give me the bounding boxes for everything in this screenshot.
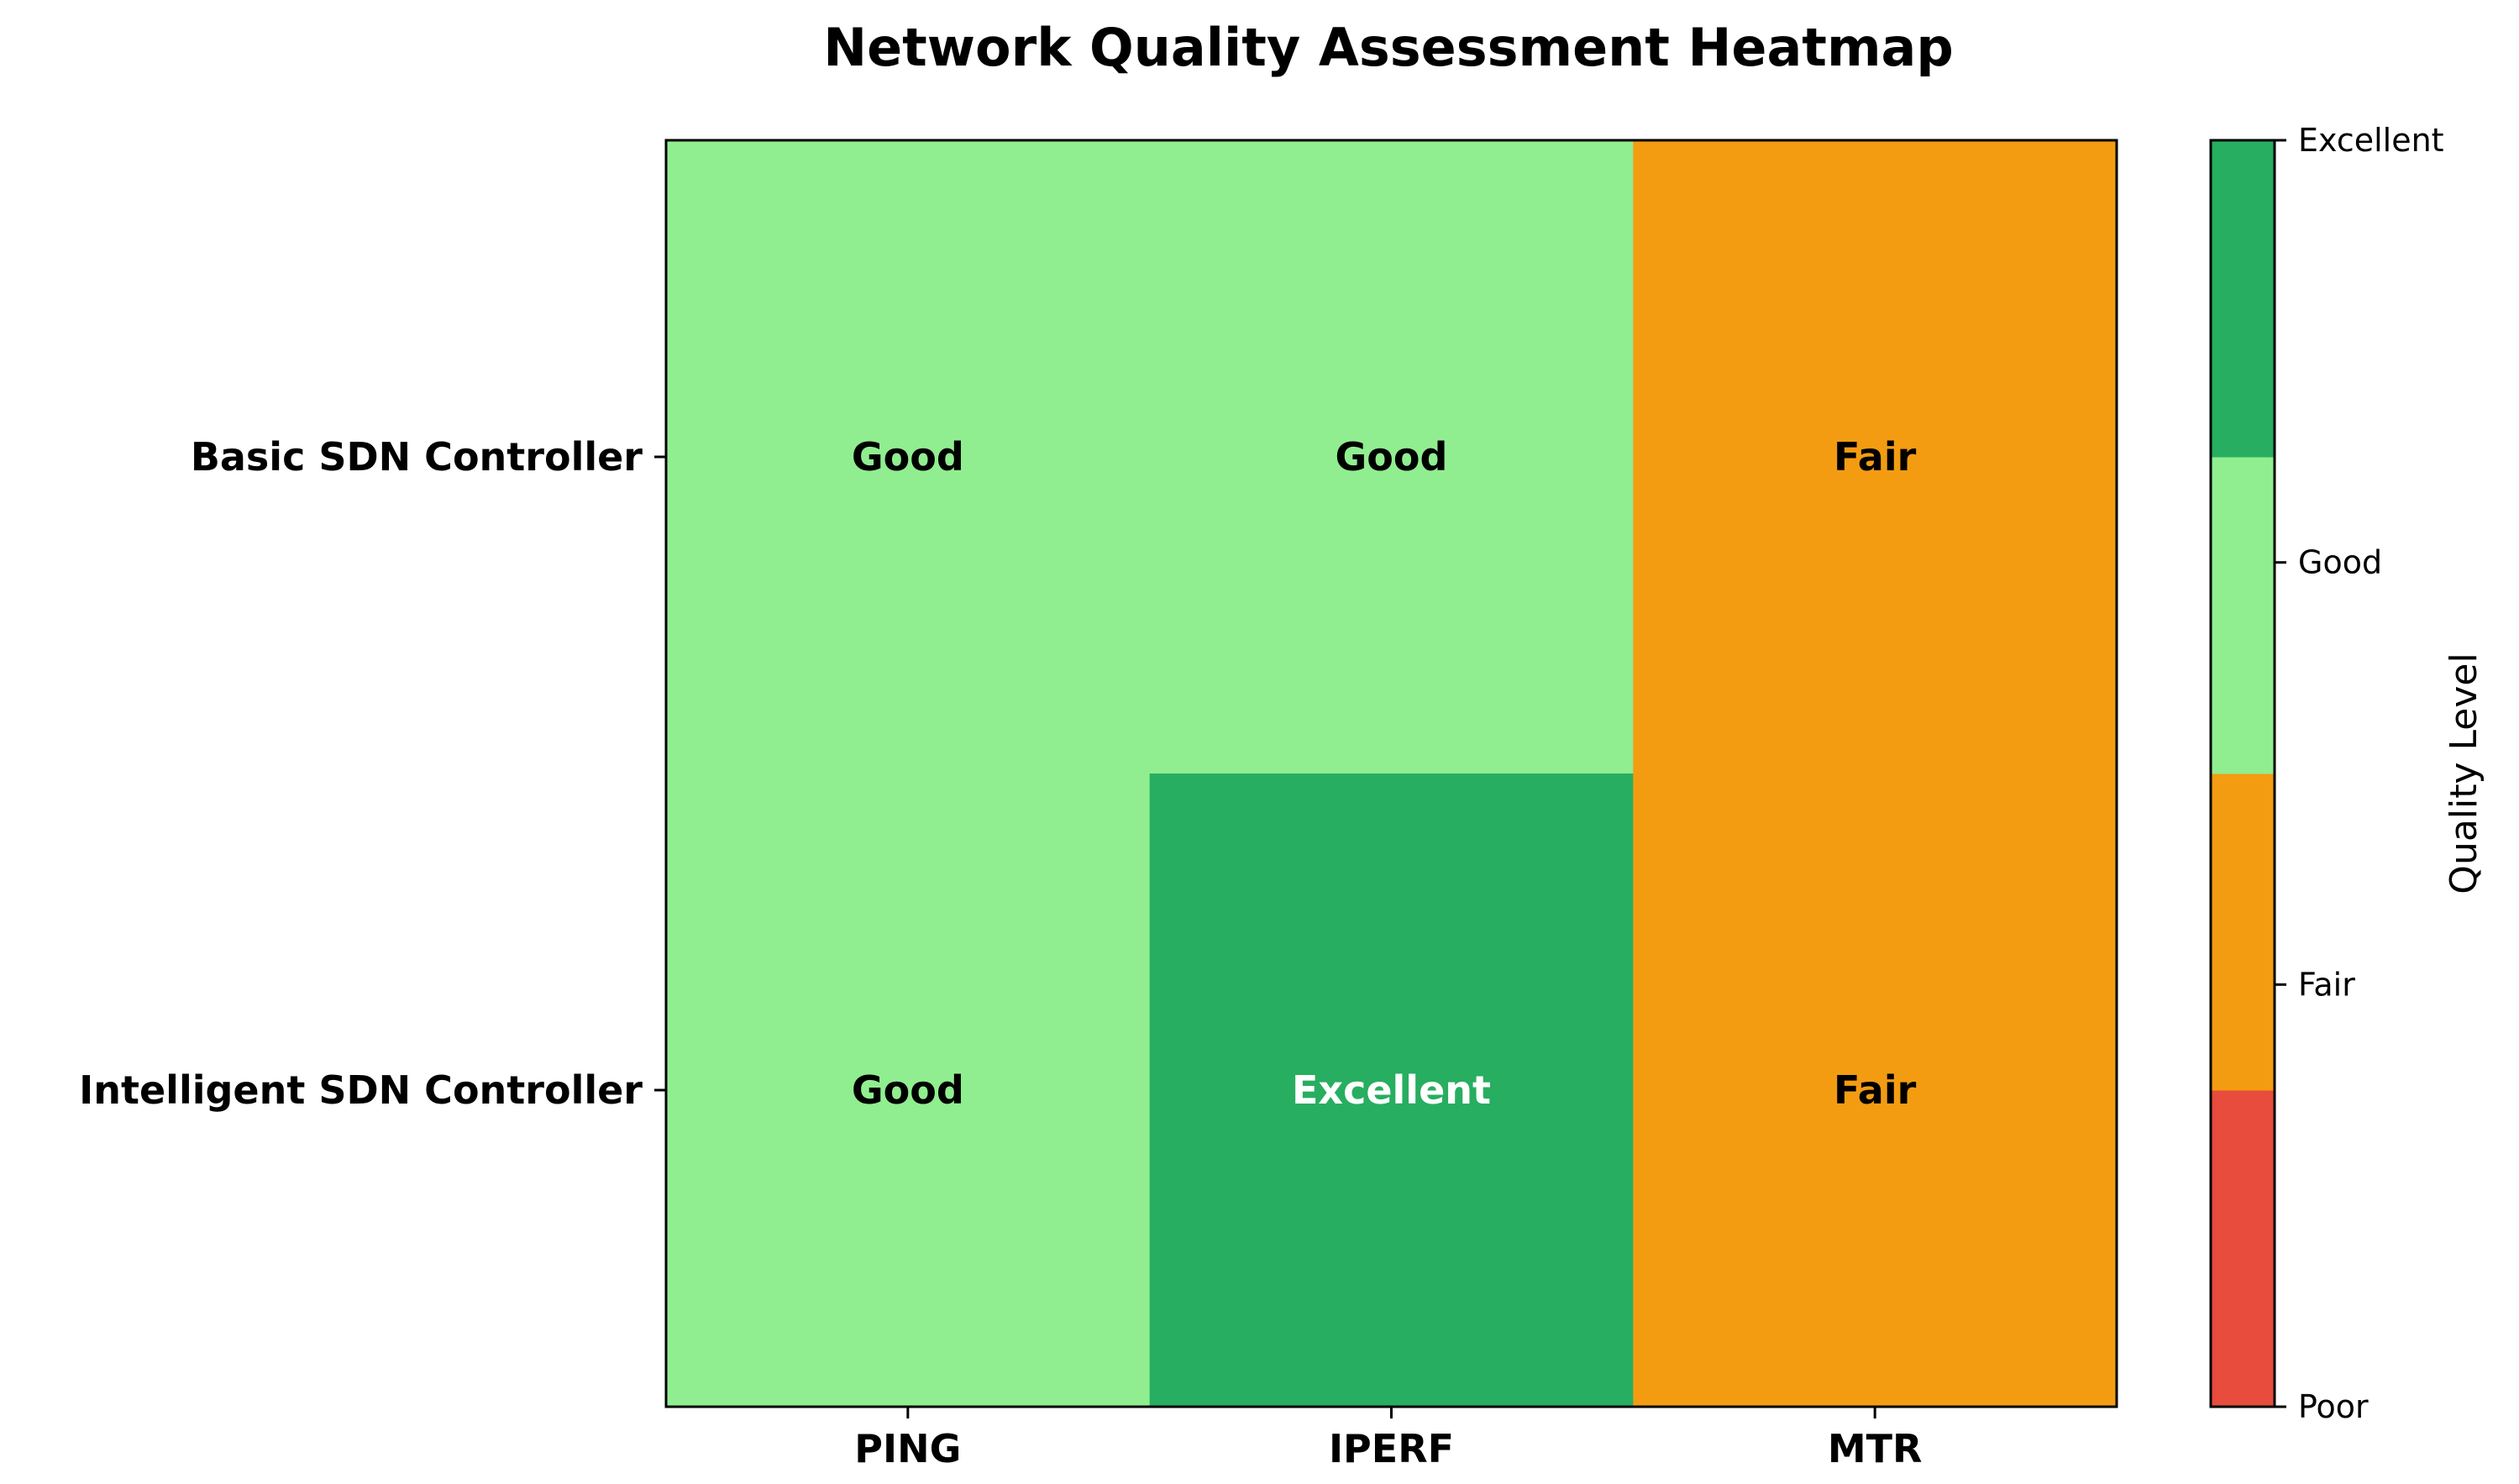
cell-value-label: Fair	[1834, 434, 1917, 480]
colorbar-segment	[2211, 773, 2275, 1091]
heatmap-cell-labels: Good Good Fair Good Excellent Fair	[852, 434, 1917, 1113]
chart-title: Network Quality Assessment Heatmap	[823, 17, 1954, 78]
heatmap-cell	[666, 773, 1151, 1408]
colorbar-segment	[2211, 457, 2275, 774]
heatmap-cells	[666, 140, 2118, 1408]
heatmap-cell	[1149, 773, 1634, 1408]
colorbar-tick-label: Good	[2298, 544, 2382, 581]
cell-value-label: Fair	[1834, 1067, 1917, 1113]
colorbar-tick-label: Excellent	[2298, 122, 2444, 159]
colorbar-segment	[2211, 140, 2275, 458]
column-tick-label: MTR	[1828, 1426, 1923, 1471]
column-tick-label: PING	[854, 1426, 961, 1471]
cell-value-label: Excellent	[1292, 1067, 1491, 1113]
colorbar-label: Quality Level	[2443, 653, 2485, 894]
heatmap-cell	[1633, 140, 2118, 774]
colorbar-frame	[2209, 139, 2276, 1408]
cell-value-label: Good	[852, 1067, 964, 1113]
cell-value-label: Good	[1336, 434, 1448, 480]
heatmap-cell	[666, 140, 1151, 774]
row-axis: Basic SDN Controller Intelligent SDN Cont…	[79, 434, 666, 1113]
column-tick-label: IPERF	[1329, 1426, 1454, 1471]
colorbar-tick-label: Fair	[2298, 966, 2355, 1003]
colorbar: Poor Fair Good Excellent Quality Level	[2209, 122, 2485, 1425]
column-axis: PING IPERF MTR	[854, 1407, 1922, 1471]
heatmap-cell	[1149, 140, 1634, 774]
heatmap-cell	[1633, 773, 2118, 1408]
colorbar-segment	[2211, 1090, 2275, 1408]
row-tick-label: Basic SDN Controller	[191, 434, 643, 480]
colorbar-tick-label: Poor	[2298, 1388, 2369, 1425]
row-tick-label: Intelligent SDN Controller	[79, 1067, 643, 1113]
cell-value-label: Good	[852, 434, 964, 480]
